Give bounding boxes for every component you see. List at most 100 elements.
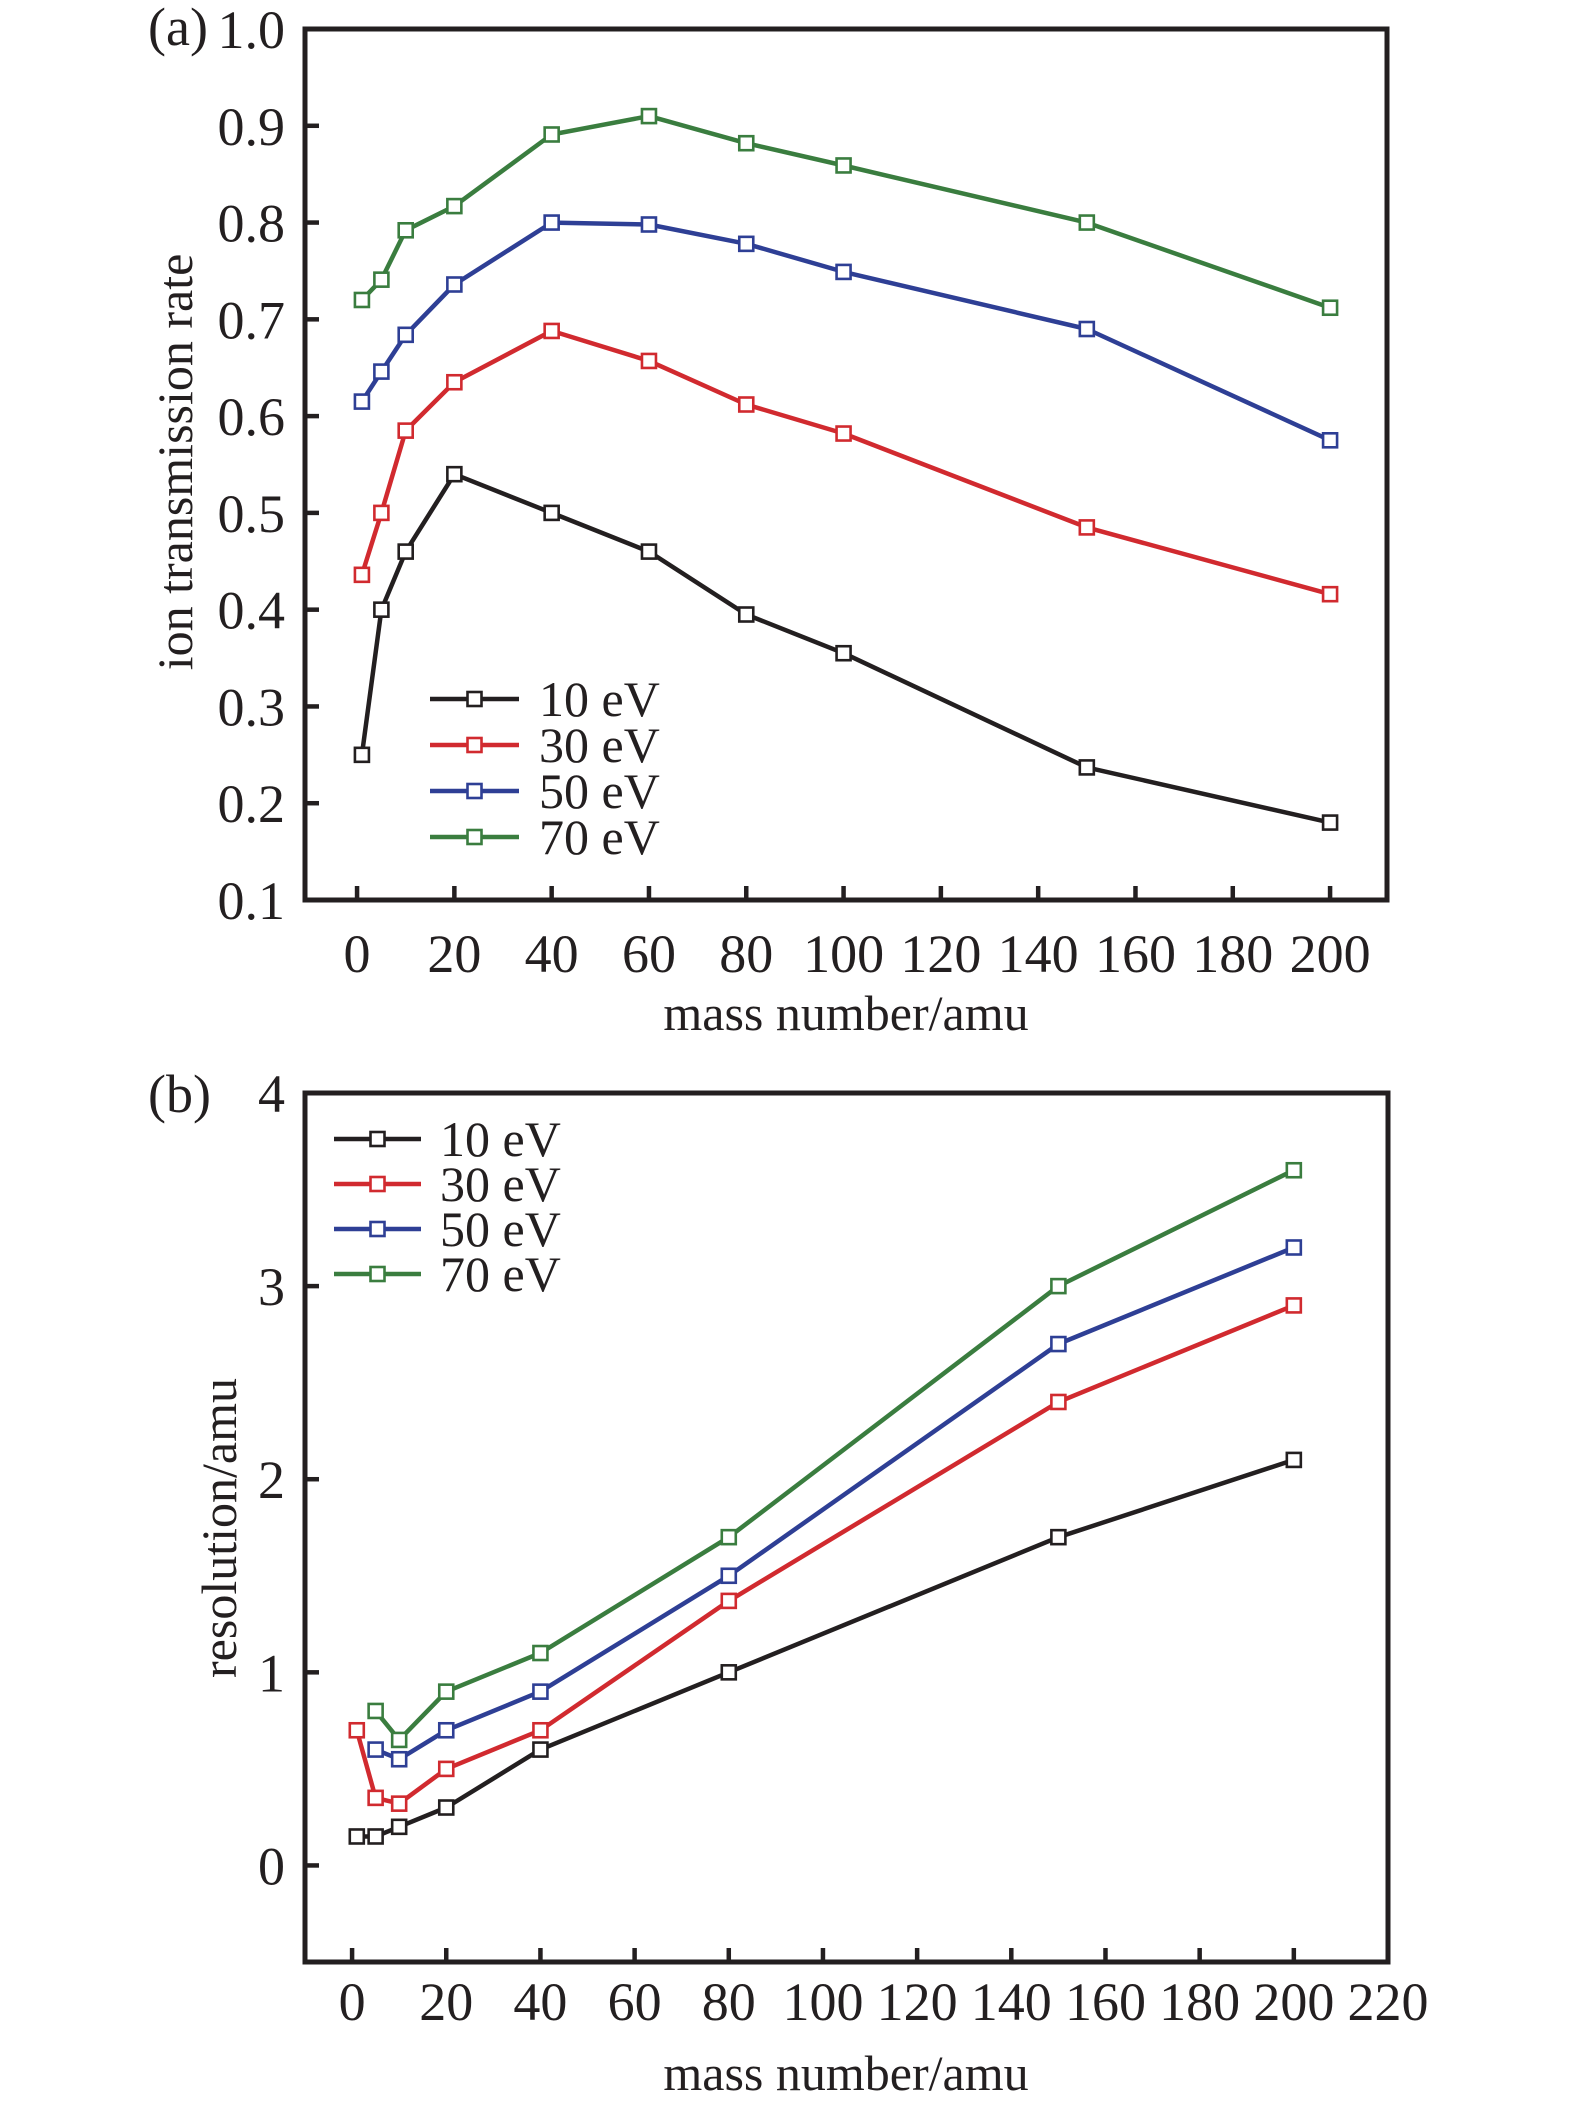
data-point (532, 1741, 549, 1758)
data-point (737, 606, 755, 623)
plot-frame (302, 26, 1390, 903)
x-tick-label: 80 (702, 1972, 756, 2032)
data-point (532, 1683, 549, 1700)
data-point (640, 352, 658, 370)
legend-label: 10 eV (440, 1111, 561, 1167)
data-point (720, 1592, 738, 1610)
x-tick-label: 60 (608, 1972, 662, 2032)
legend-marker (369, 1130, 386, 1148)
data-point (348, 1828, 366, 1845)
legend-marker (466, 690, 483, 708)
y-tick-label: 0.2 (218, 774, 286, 834)
data-point (1078, 320, 1096, 338)
series-line (360, 220, 1332, 443)
data-point (737, 134, 755, 152)
data-point (353, 393, 371, 410)
series-line (359, 328, 1331, 597)
x-tick-label: 100 (803, 924, 884, 984)
legend-marker (369, 1175, 386, 1193)
chart-panel-b: (b) 0 20 40 60 80 100 120 140 160 180 200 220 0 1 2 3 4 ma… (148, 1064, 1429, 2101)
x-tick-label: 200 (1290, 924, 1371, 984)
data-point (373, 504, 390, 522)
y-tick-label: 0.1 (218, 871, 286, 931)
y-tick-label: 0 (258, 1836, 285, 1896)
x-tick-label: 40 (525, 924, 579, 984)
x-tick-label: 20 (427, 924, 481, 984)
x-tick-label: 0 (339, 1972, 366, 2032)
legend-entry: 70 eV (430, 809, 660, 865)
data-point (446, 197, 463, 215)
data-point (397, 422, 415, 439)
x-tick-label: 60 (622, 924, 676, 984)
data-point (835, 263, 852, 281)
panel-label: (b) (148, 1064, 211, 1124)
legend-entry: 30 eV (430, 717, 660, 773)
x-tick-label: 220 (1348, 1972, 1429, 2032)
y-axis-label: resolution/amu (191, 1378, 247, 1678)
y-tick-label: 1.0 (218, 0, 286, 60)
data-point (446, 373, 463, 391)
data-point (1078, 759, 1096, 776)
data-point (640, 543, 658, 560)
panel-label: (a) (148, 0, 208, 57)
series-70-ev (367, 1161, 1303, 1749)
data-point (1078, 519, 1096, 536)
data-point (1050, 1335, 1067, 1353)
data-point (390, 1750, 408, 1768)
data-point (835, 644, 852, 662)
legend-label: 50 eV (440, 1201, 561, 1257)
legend-marker (369, 1265, 386, 1283)
data-point (835, 425, 852, 442)
data-point (397, 543, 415, 560)
data-point (1050, 1393, 1067, 1411)
series-10-ev (348, 1451, 1303, 1845)
data-point (390, 1818, 408, 1836)
series-50-ev (367, 1239, 1303, 1768)
data-point (1285, 1297, 1303, 1314)
data-point (720, 1528, 738, 1546)
series-30-ev (348, 1297, 1303, 1812)
legend-marker (466, 828, 483, 846)
x-tick-label: 200 (1253, 1972, 1334, 2032)
y-tick-label: 3 (258, 1257, 285, 1317)
data-point (1050, 1528, 1067, 1546)
data-point (397, 221, 415, 239)
data-point (1285, 1239, 1303, 1256)
data-point (1285, 1161, 1303, 1179)
data-point (397, 326, 415, 344)
y-axis-label: ion transmission rate (147, 254, 203, 671)
data-point (1050, 1277, 1067, 1295)
legend-entry: 70 eV (334, 1246, 561, 1302)
data-point (348, 1721, 366, 1739)
series-line (354, 1303, 1295, 1806)
data-point (1321, 585, 1339, 603)
y-tick-label: 0.4 (218, 581, 286, 641)
data-point (1321, 299, 1339, 317)
series-line (356, 1457, 1295, 1839)
series-50-ev (353, 214, 1339, 449)
data-point (543, 322, 560, 340)
data-point (532, 1721, 549, 1739)
data-point (373, 601, 390, 618)
data-point (543, 126, 560, 143)
data-point (835, 157, 852, 174)
data-point (543, 214, 560, 231)
x-axis-label: mass number/amu (663, 985, 1028, 1041)
data-point (437, 1799, 455, 1816)
x-tick-label: 80 (719, 924, 773, 984)
legend-entry: 10 eV (430, 671, 660, 727)
series-70-ev (353, 107, 1339, 317)
data-point (390, 1731, 408, 1749)
x-tick-label: 40 (513, 1972, 567, 2032)
data-point (1321, 432, 1339, 449)
data-point (437, 1721, 455, 1739)
y-tick-label: 0.6 (218, 387, 286, 447)
data-point (353, 566, 371, 584)
legend-label: 70 eV (440, 1246, 561, 1302)
data-point (437, 1760, 455, 1778)
y-tick-label: 0.8 (218, 194, 286, 254)
data-point (446, 465, 463, 483)
data-point (640, 107, 658, 125)
legend-marker (466, 782, 483, 800)
